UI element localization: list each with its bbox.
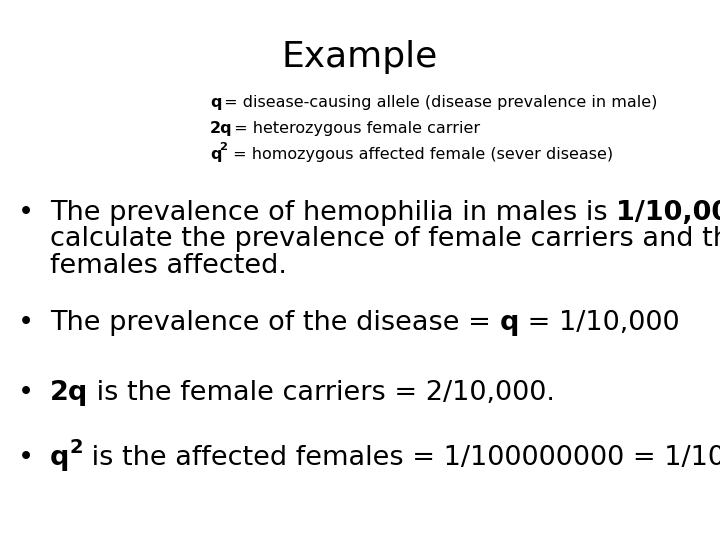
Text: females affected.: females affected.: [50, 253, 287, 279]
Text: •: •: [18, 200, 34, 226]
Text: 2: 2: [69, 437, 83, 457]
Text: Example: Example: [282, 40, 438, 74]
Text: 2q: 2q: [210, 121, 233, 136]
Text: q: q: [500, 310, 519, 336]
Text: 1/10,000: 1/10,000: [616, 200, 720, 226]
Text: 2q: 2q: [50, 380, 89, 406]
Text: is the affected females = 1/100000000 = 1/10: is the affected females = 1/100000000 = …: [83, 445, 720, 471]
Text: 2: 2: [219, 142, 227, 152]
Text: q: q: [210, 147, 222, 162]
Text: = disease-causing allele (disease prevalence in male): = disease-causing allele (disease preval…: [219, 95, 657, 110]
Text: = 1/10,000: = 1/10,000: [519, 310, 680, 336]
Text: = heterozygous female carrier: = heterozygous female carrier: [229, 121, 480, 136]
Text: •: •: [18, 445, 34, 471]
Text: The prevalence of hemophilia in males is: The prevalence of hemophilia in males is: [50, 200, 616, 226]
Text: = homozygous affected female (sever disease): = homozygous affected female (sever dise…: [228, 147, 613, 162]
Text: q: q: [50, 445, 69, 471]
Text: is the female carriers = 2/10,000.: is the female carriers = 2/10,000.: [89, 380, 555, 406]
Text: •: •: [18, 310, 34, 336]
Text: q: q: [210, 95, 222, 110]
Text: The prevalence of the disease =: The prevalence of the disease =: [50, 310, 500, 336]
Text: calculate the prevalence of female carriers and the: calculate the prevalence of female carri…: [50, 226, 720, 252]
Text: •: •: [18, 380, 34, 406]
